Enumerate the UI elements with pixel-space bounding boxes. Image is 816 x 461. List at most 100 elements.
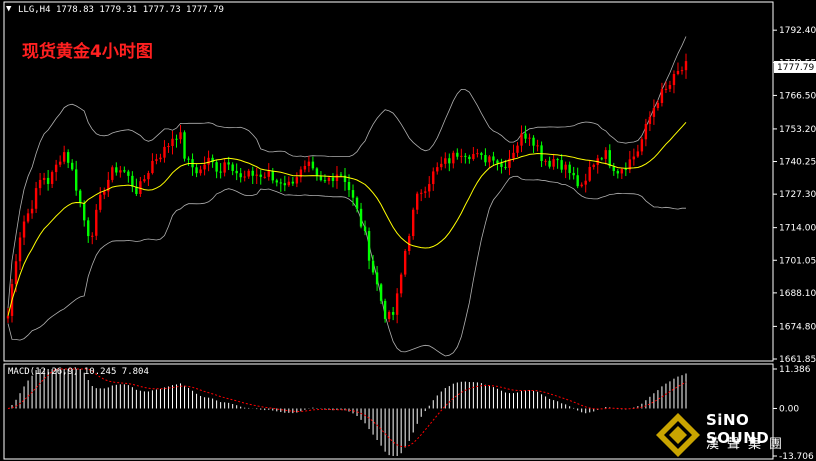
candle-body — [267, 171, 270, 177]
candle-body — [283, 183, 287, 186]
price-tick-label: 1740.25 — [779, 158, 816, 168]
candle-body — [135, 186, 138, 194]
candle-body — [524, 133, 527, 139]
candle-body — [127, 171, 130, 176]
macd-tick-label: -13.706 — [779, 452, 814, 461]
symbol-label: LLG,H4 — [18, 5, 51, 15]
candle-body — [548, 160, 551, 167]
candle-body — [271, 171, 274, 181]
moving-average-line — [7, 121, 687, 317]
macd-panel: 11.386 0.00 -13.706 — [7, 365, 814, 461]
candle-body — [628, 159, 632, 170]
macd-signal-line — [7, 368, 687, 448]
candle-body — [163, 146, 166, 158]
macd-label: MACD(12,26,9) 10.245 7.804 — [8, 367, 149, 377]
candle-body — [42, 177, 46, 180]
candle-body — [155, 159, 158, 161]
candle-body — [279, 182, 283, 184]
candle-body — [319, 175, 323, 181]
candle-body — [448, 158, 451, 164]
candle-body — [552, 159, 555, 167]
candle-body — [231, 164, 234, 171]
candle-body — [287, 181, 291, 186]
price-tick-label: 1727.30 — [779, 190, 816, 200]
candle-body — [492, 156, 495, 161]
candle-body — [612, 166, 615, 172]
candle-body — [572, 172, 575, 176]
candle-body — [183, 132, 186, 159]
candle-body — [351, 190, 355, 198]
sino-sound-logo — [650, 407, 816, 461]
candle-body — [207, 157, 210, 165]
candle-body — [22, 221, 26, 238]
candle-body — [452, 152, 455, 164]
candle-body — [311, 161, 315, 169]
candle-body — [38, 179, 42, 189]
candle-body — [668, 85, 672, 89]
candle-body — [171, 138, 174, 146]
price-tick-label: 1674.80 — [779, 322, 816, 332]
candle-body — [476, 153, 479, 155]
candle-body — [636, 151, 640, 157]
candle-body — [403, 250, 407, 275]
candle-body — [504, 166, 507, 168]
candle-body — [367, 231, 371, 261]
candle-body — [676, 70, 680, 74]
candle-body — [664, 88, 668, 90]
candle-body — [243, 176, 246, 178]
price-tick-label: 1701.05 — [779, 256, 816, 266]
candle-body — [79, 190, 82, 204]
candle-body — [331, 177, 335, 182]
price-tick-label: 1792.40 — [779, 26, 816, 36]
price-axis: 1792.401779.551766.501753.201740.251727.… — [773, 26, 816, 365]
candle-body — [6, 315, 10, 319]
candle-body — [211, 157, 214, 163]
candle-body — [291, 181, 295, 184]
candle-body — [540, 145, 543, 161]
candle-body — [608, 150, 611, 167]
candle-body — [259, 174, 262, 177]
candle-body — [672, 73, 676, 86]
candle-body — [564, 164, 567, 170]
candle-body — [343, 175, 347, 182]
candle-body — [660, 89, 664, 103]
bollinger-bands — [7, 36, 687, 357]
candle-body — [496, 160, 499, 164]
candle-body — [512, 152, 515, 159]
candle-body — [75, 169, 78, 191]
candle-body — [103, 191, 106, 195]
candle-body — [58, 161, 62, 165]
candle-body — [472, 154, 475, 160]
candle-body — [143, 179, 146, 182]
candle-body — [235, 170, 238, 174]
candle-body — [203, 164, 206, 170]
candle-body — [151, 160, 154, 174]
candle-body — [355, 197, 359, 209]
candle-body — [379, 284, 383, 301]
macd-tick-label: 11.386 — [779, 365, 811, 375]
candle-body — [584, 180, 587, 185]
candle-body — [247, 170, 250, 177]
candle-body — [416, 193, 419, 210]
candle-body — [111, 167, 114, 180]
candle-body — [656, 102, 660, 109]
candle-body — [175, 138, 178, 140]
candle-body — [251, 170, 254, 176]
candle-body — [395, 293, 399, 315]
candle-body — [30, 208, 34, 214]
price-tick-label: 1753.20 — [779, 125, 816, 135]
candle-body — [468, 156, 471, 160]
candle-body — [323, 180, 327, 182]
candle-body — [520, 133, 523, 146]
candle-body — [119, 170, 122, 173]
candle-body — [347, 181, 351, 191]
candle-body — [480, 153, 483, 156]
candle-body — [420, 192, 423, 194]
candle-body — [303, 165, 307, 170]
candle-body — [26, 213, 30, 222]
candle-body — [484, 155, 487, 163]
price-tick-label: 1661.85 — [779, 355, 816, 365]
current-price-box — [774, 60, 816, 73]
macd-tick-label: 0.00 — [779, 404, 799, 414]
